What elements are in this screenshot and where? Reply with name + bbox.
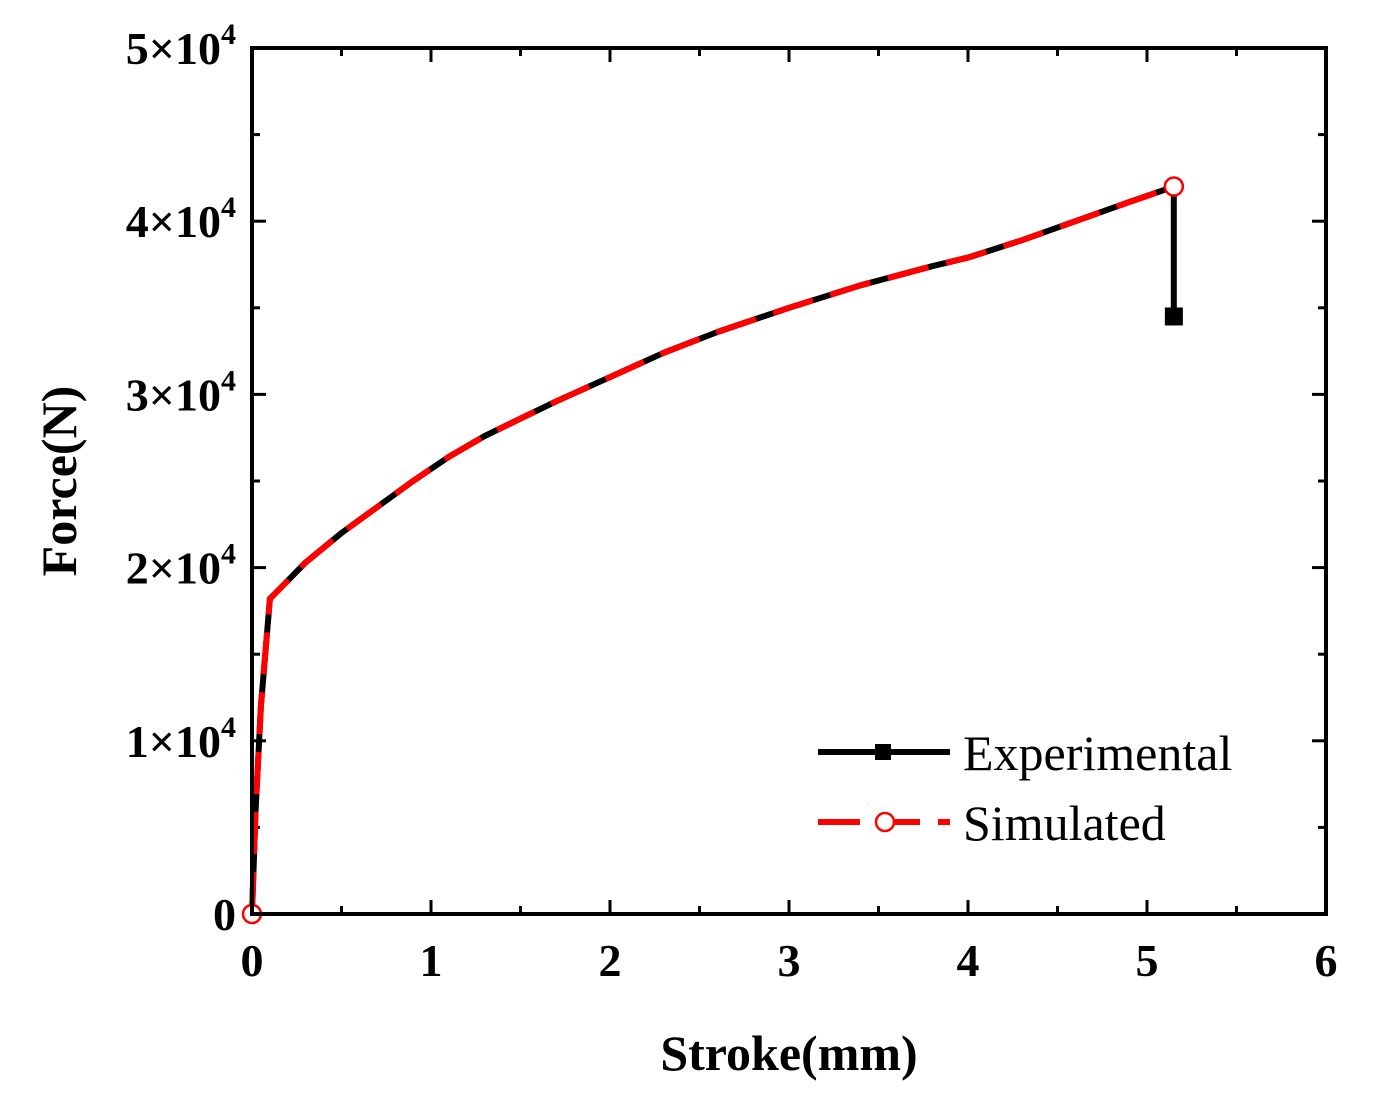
y-tick-labels: 0 1×104 2×104 3×104 4×104 5×104	[126, 18, 236, 940]
legend-label-experimental: Experimental	[963, 725, 1232, 781]
experimental-point-marker	[1164, 307, 1183, 326]
x-tick-labels: 0 1 2 3 4 5 6	[241, 935, 1338, 986]
legend-square-marker	[875, 744, 891, 760]
x-tick-label: 3	[778, 935, 801, 986]
x-tick-label: 6	[1315, 935, 1338, 986]
y-tick-label: 3×104	[126, 364, 236, 420]
legend-label-simulated: Simulated	[963, 795, 1166, 851]
y-tick-label: 4×104	[126, 191, 236, 247]
x-tick-label: 0	[241, 935, 264, 986]
x-tick-label: 1	[420, 935, 443, 986]
y-axis-title: Force(N)	[31, 386, 87, 577]
y-tick-label: 2×104	[126, 538, 236, 594]
legend-entry-simulated: Simulated	[818, 795, 1166, 851]
legend: Experimental Simulated	[818, 725, 1232, 851]
y-tick-label: 5×104	[126, 18, 236, 74]
series-line-simulated	[249, 183, 1175, 915]
x-tick-label: 5	[1136, 935, 1159, 986]
y-tick-label: 0	[213, 889, 236, 940]
x-axis-title: Stroke(mm)	[660, 1025, 917, 1081]
legend-circle-marker	[874, 811, 896, 833]
legend-entry-experimental: Experimental	[818, 725, 1232, 781]
x-tick-label: 2	[599, 935, 622, 986]
x-tick-label: 4	[957, 935, 980, 986]
y-tick-label: 1×104	[126, 711, 236, 767]
series-layer	[241, 176, 1185, 925]
plot-frame	[250, 46, 1328, 916]
simulated-point-marker	[1163, 176, 1185, 197]
